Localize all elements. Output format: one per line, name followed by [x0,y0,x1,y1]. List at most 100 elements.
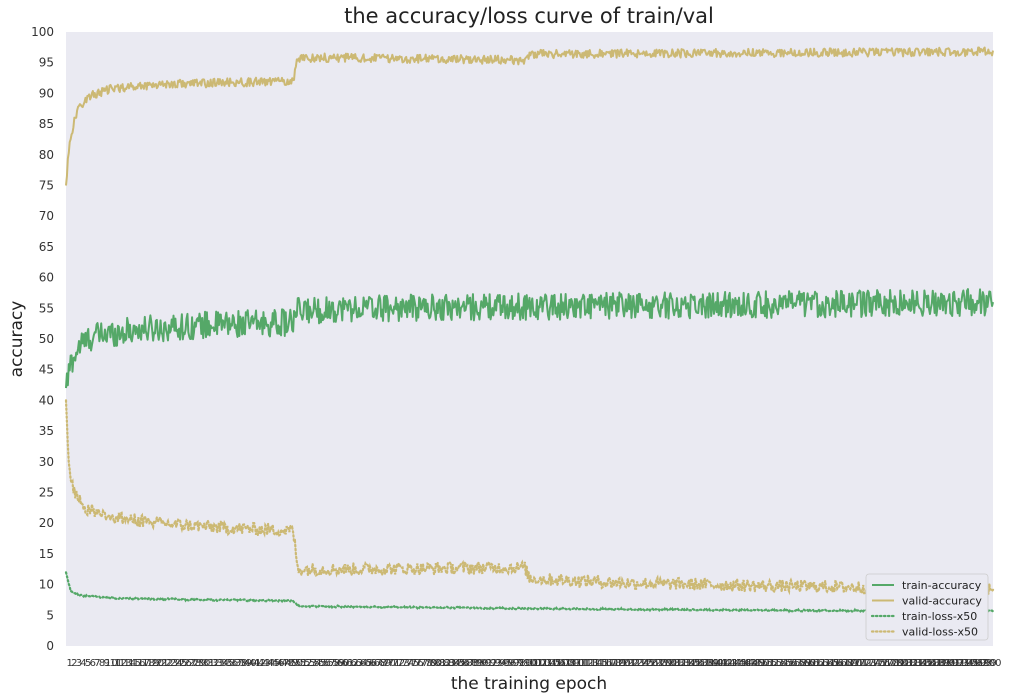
x-tick-label: 194 [955,658,974,669]
x-tick-label: 154 [769,658,788,669]
x-tick-label: 180 [890,658,909,669]
x-tick-label: 48 [281,658,294,669]
x-tick-label: 85 [453,658,466,669]
x-tick-label: 166 [825,658,844,669]
y-tick-labels: 0 5 10 15 20 25 30 35 40 45 50 55 60 65 70 75 80 85 90 95 10… [31,25,54,653]
x-tick-label: 27 [184,658,197,669]
x-tick-label: 162 [806,658,825,669]
x-tick-label: 104 [537,658,556,669]
x-tick-label: 61 [341,658,354,669]
x-tick-label: 11 [110,658,123,669]
legend-label: valid-loss-x50 [902,626,978,639]
x-tick-label: 71 [388,658,401,669]
x-tick-label: 138 [695,658,714,669]
x-tick-label: 46 [272,658,285,669]
x-tick-label: 191 [941,658,960,669]
x-tick-label: 165 [820,658,839,669]
x-tick-label: 70 [383,658,396,669]
x-tick-label: 64 [355,658,368,669]
x-tick-label: 7 [94,658,100,669]
y-tick-label: 50 [39,332,54,346]
y-tick-label: 90 [39,86,54,100]
y-tick-label: 75 [39,179,54,193]
x-tick-label: 116 [593,658,612,669]
x-tick-label: 57 [323,658,336,669]
x-tick-label: 90 [476,658,489,669]
x-tick-label: 62 [346,658,359,669]
x-tick-label: 101 [524,658,543,669]
x-tick-label: 187 [922,658,941,669]
y-tick-label: 45 [39,363,54,377]
x-tick-label: 150 [751,658,770,669]
x-tick-label: 14 [124,658,137,669]
x-tick-label: 20 [151,658,164,669]
x-tick-label: 16 [133,658,146,669]
x-tick-label: 95 [499,658,512,669]
x-tick-label: 167 [829,658,848,669]
x-tick-label: 182 [899,658,918,669]
x-tick-label: 39 [239,658,252,669]
x-tick-label: 183 [904,658,923,669]
x-tick-label: 63 [351,658,364,669]
x-tick-label: 143 [718,658,737,669]
x-tick-label: 5 [85,658,91,669]
x-tick-label: 151 [755,658,774,669]
series-layer [64,46,995,614]
x-tick-label: 72 [392,658,405,669]
x-tick-label: 74 [402,658,415,669]
x-tick-label: 34 [216,658,229,669]
x-tick-label: 163 [811,658,830,669]
x-tick-label: 149 [746,658,765,669]
y-tick-label: 20 [39,516,54,530]
x-tick-label: 23 [165,658,178,669]
x-tick-label: 174 [862,658,881,669]
x-tick-label: 125 [635,658,654,669]
x-tick-label: 77 [416,658,429,669]
x-tick-label: 65 [360,658,373,669]
x-tick-label: 175 [867,658,886,669]
x-tick-label: 55 [314,658,327,669]
legend-box [865,573,989,641]
x-tick-label: 177 [876,658,895,669]
x-tick-label: 142 [714,658,733,669]
x-tick-label: 112 [575,658,594,669]
x-tick-label: 22 [161,658,174,669]
x-tick-label: 192 [945,658,964,669]
y-tick-label: 40 [39,393,54,407]
x-tick-label: 108 [556,658,575,669]
x-tick-label: 140 [704,658,723,669]
x-tick-label: 107 [551,658,570,669]
y-tick-label: 80 [39,148,54,162]
y-tick-label: 95 [39,56,54,70]
x-tick-label: 171 [848,658,867,669]
x-tick-label: 110 [565,658,584,669]
x-tick-label: 155 [774,658,793,669]
series-line-train-loss-x50 [64,571,995,614]
y-tick-label: 15 [39,547,54,561]
x-tick-labels: 1234567891011121314151617181920212223242… [66,658,1001,669]
x-tick-label: 176 [871,658,890,669]
x-tick-label: 200 [982,658,1001,669]
x-tick-label: 121 [616,658,635,669]
x-tick-label: 1 [66,658,72,669]
x-tick-label: 146 [732,658,751,669]
x-tick-label: 8 [99,658,105,669]
x-tick-label: 54 [309,658,322,669]
x-tick-label: 111 [570,658,589,669]
y-tick-label: 30 [39,455,54,469]
x-tick-label: 94 [494,658,507,669]
x-tick-label: 120 [612,658,631,669]
x-tick-label: 91 [480,658,493,669]
x-tick-label: 87 [462,658,475,669]
y-tick-label: 85 [39,117,54,131]
x-tick-label: 47 [276,658,289,669]
x-tick-label: 172 [853,658,872,669]
legend-label: train-loss-x50 [902,610,977,623]
x-tick-label: 3 [76,658,82,669]
y-tick-label: 55 [39,301,54,315]
x-tick-label: 92 [485,658,498,669]
x-tick-label: 50 [290,658,303,669]
x-tick-label: 118 [602,658,621,669]
x-tick-label: 144 [723,658,742,669]
